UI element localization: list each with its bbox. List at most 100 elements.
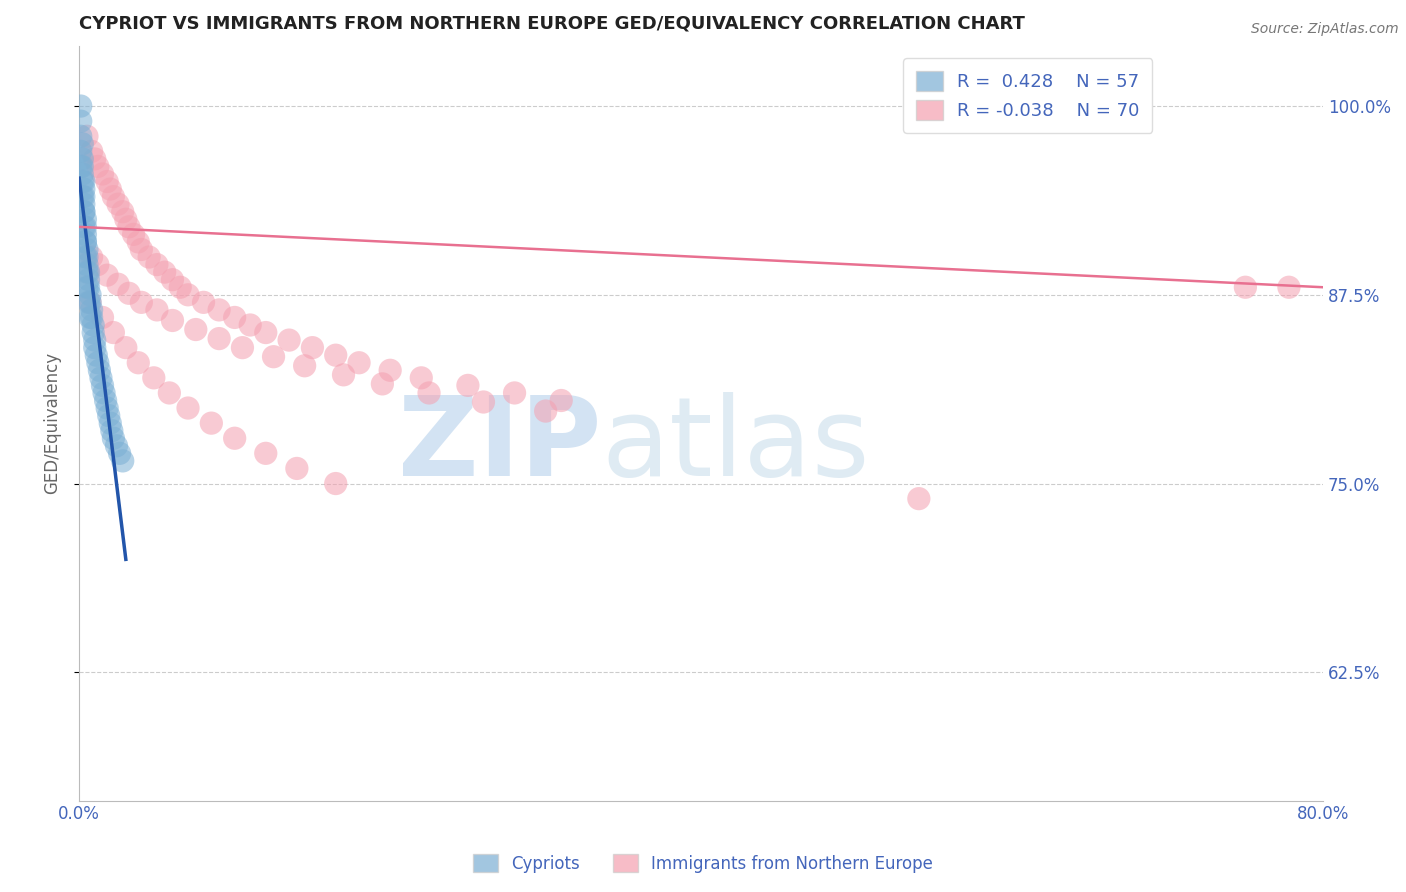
Point bbox=[83, 152, 105, 166]
Point bbox=[122, 227, 145, 242]
Point bbox=[80, 250, 103, 264]
Point bbox=[239, 318, 262, 332]
Point bbox=[162, 273, 184, 287]
Point bbox=[208, 332, 231, 346]
Point bbox=[72, 152, 94, 166]
Point bbox=[75, 235, 97, 249]
Point bbox=[69, 145, 91, 159]
Point bbox=[111, 454, 134, 468]
Point bbox=[101, 424, 124, 438]
Point bbox=[73, 204, 96, 219]
Point bbox=[908, 491, 931, 506]
Point bbox=[84, 348, 107, 362]
Point bbox=[301, 341, 323, 355]
Point bbox=[91, 310, 114, 325]
Point bbox=[208, 302, 231, 317]
Point bbox=[177, 401, 200, 415]
Point bbox=[347, 356, 370, 370]
Point bbox=[146, 302, 169, 317]
Point bbox=[411, 371, 433, 385]
Point bbox=[73, 189, 96, 203]
Point bbox=[77, 295, 100, 310]
Point bbox=[80, 310, 103, 325]
Text: Source: ZipAtlas.com: Source: ZipAtlas.com bbox=[1251, 22, 1399, 37]
Point bbox=[418, 386, 440, 401]
Point bbox=[98, 182, 121, 196]
Point bbox=[263, 350, 285, 364]
Text: CYPRIOT VS IMMIGRANTS FROM NORTHERN EUROPE GED/EQUIVALENCY CORRELATION CHART: CYPRIOT VS IMMIGRANTS FROM NORTHERN EURO… bbox=[79, 15, 1025, 33]
Point bbox=[118, 286, 141, 301]
Point bbox=[76, 265, 98, 279]
Point bbox=[79, 287, 101, 301]
Point bbox=[87, 356, 110, 370]
Point bbox=[69, 114, 91, 128]
Point bbox=[1278, 280, 1301, 294]
Text: ZIP: ZIP bbox=[398, 392, 602, 500]
Point bbox=[91, 378, 114, 392]
Point bbox=[457, 378, 479, 392]
Point bbox=[114, 341, 136, 355]
Point bbox=[177, 287, 200, 301]
Point bbox=[231, 341, 253, 355]
Point bbox=[87, 160, 110, 174]
Point bbox=[76, 243, 98, 257]
Point bbox=[90, 371, 112, 385]
Point bbox=[77, 280, 100, 294]
Point bbox=[77, 273, 100, 287]
Point bbox=[96, 268, 118, 282]
Point bbox=[79, 295, 101, 310]
Point bbox=[77, 265, 100, 279]
Point bbox=[1234, 280, 1257, 294]
Point bbox=[75, 227, 97, 242]
Point bbox=[550, 393, 572, 408]
Point bbox=[169, 280, 191, 294]
Point bbox=[73, 182, 96, 196]
Point bbox=[105, 439, 128, 453]
Point bbox=[69, 99, 91, 113]
Point bbox=[131, 295, 153, 310]
Point bbox=[97, 409, 120, 423]
Point bbox=[332, 368, 354, 382]
Point bbox=[89, 363, 111, 377]
Legend: Cypriots, Immigrants from Northern Europe: Cypriots, Immigrants from Northern Europ… bbox=[465, 847, 941, 880]
Point bbox=[73, 219, 96, 234]
Point bbox=[75, 235, 97, 249]
Point bbox=[162, 313, 184, 327]
Point bbox=[87, 258, 110, 272]
Point bbox=[278, 333, 301, 347]
Point bbox=[69, 160, 91, 174]
Point bbox=[107, 197, 129, 211]
Point bbox=[114, 212, 136, 227]
Point bbox=[131, 243, 153, 257]
Point bbox=[76, 129, 98, 144]
Point bbox=[82, 318, 104, 332]
Point bbox=[76, 250, 98, 264]
Point bbox=[371, 376, 394, 391]
Point bbox=[107, 277, 129, 292]
Point bbox=[138, 250, 160, 264]
Point bbox=[103, 326, 125, 340]
Point bbox=[285, 461, 308, 475]
Y-axis label: GED/Equivalency: GED/Equivalency bbox=[44, 352, 60, 494]
Point bbox=[127, 356, 149, 370]
Point bbox=[98, 416, 121, 430]
Text: atlas: atlas bbox=[602, 392, 870, 500]
Point bbox=[503, 386, 526, 401]
Point bbox=[325, 476, 347, 491]
Point bbox=[72, 175, 94, 189]
Point bbox=[91, 167, 114, 181]
Point bbox=[325, 348, 347, 362]
Point bbox=[72, 167, 94, 181]
Point bbox=[83, 341, 105, 355]
Point bbox=[103, 431, 125, 445]
Legend: R =  0.428    N = 57, R = -0.038    N = 70: R = 0.428 N = 57, R = -0.038 N = 70 bbox=[903, 59, 1153, 133]
Point bbox=[82, 326, 104, 340]
Point bbox=[200, 416, 222, 430]
Point bbox=[108, 446, 131, 460]
Point bbox=[118, 219, 141, 234]
Point bbox=[80, 302, 103, 317]
Point bbox=[294, 359, 316, 373]
Point bbox=[254, 326, 277, 340]
Point bbox=[94, 393, 117, 408]
Point bbox=[76, 258, 98, 272]
